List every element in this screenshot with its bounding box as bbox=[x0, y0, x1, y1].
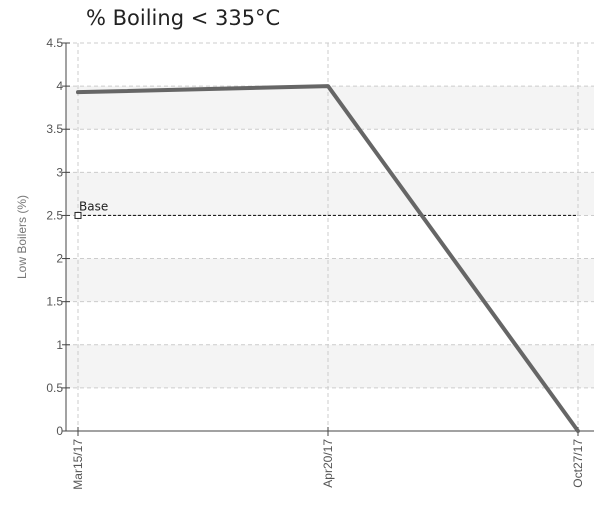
reference-line-marker bbox=[74, 211, 82, 219]
chart-title: % Boiling < 335°C bbox=[86, 6, 281, 30]
x-tick-label: Mar15/17 bbox=[71, 439, 85, 490]
y-tick-label: 4.5 bbox=[46, 36, 63, 50]
y-tick-label: 0.5 bbox=[46, 381, 63, 395]
y-tick-label: 0 bbox=[56, 424, 63, 438]
reference-line-group: Base bbox=[74, 199, 578, 219]
y-tick-label: 2.5 bbox=[46, 208, 63, 222]
grid-band bbox=[66, 258, 594, 302]
grid-band bbox=[66, 86, 594, 130]
series-group bbox=[76, 84, 580, 433]
grid-band bbox=[66, 344, 594, 388]
x-tick-label: Oct27/17 bbox=[571, 439, 585, 488]
background-bands bbox=[66, 86, 594, 388]
x-tick-label: Apr20/17 bbox=[321, 439, 335, 488]
reference-line-label: Base bbox=[79, 199, 108, 213]
y-axis-ticks: 0 0.5 1 1.5 2 2.5 3 3.5 4 4.5 bbox=[46, 36, 70, 438]
y-tick-label: 1 bbox=[56, 338, 63, 352]
y-tick-label: 3.5 bbox=[46, 122, 63, 136]
y-tick-label: 2 bbox=[56, 252, 63, 266]
x-axis-ticks: Mar15/17 Apr20/17 Oct27/17 bbox=[71, 427, 585, 490]
grid-band bbox=[66, 172, 594, 216]
y-tick-label: 1.5 bbox=[46, 295, 63, 309]
y-axis-title: Low Boilers (%) bbox=[15, 195, 29, 279]
axes bbox=[65, 43, 594, 432]
y-tick-label: 4 bbox=[56, 79, 63, 93]
y-tick-label: 3 bbox=[56, 165, 63, 179]
